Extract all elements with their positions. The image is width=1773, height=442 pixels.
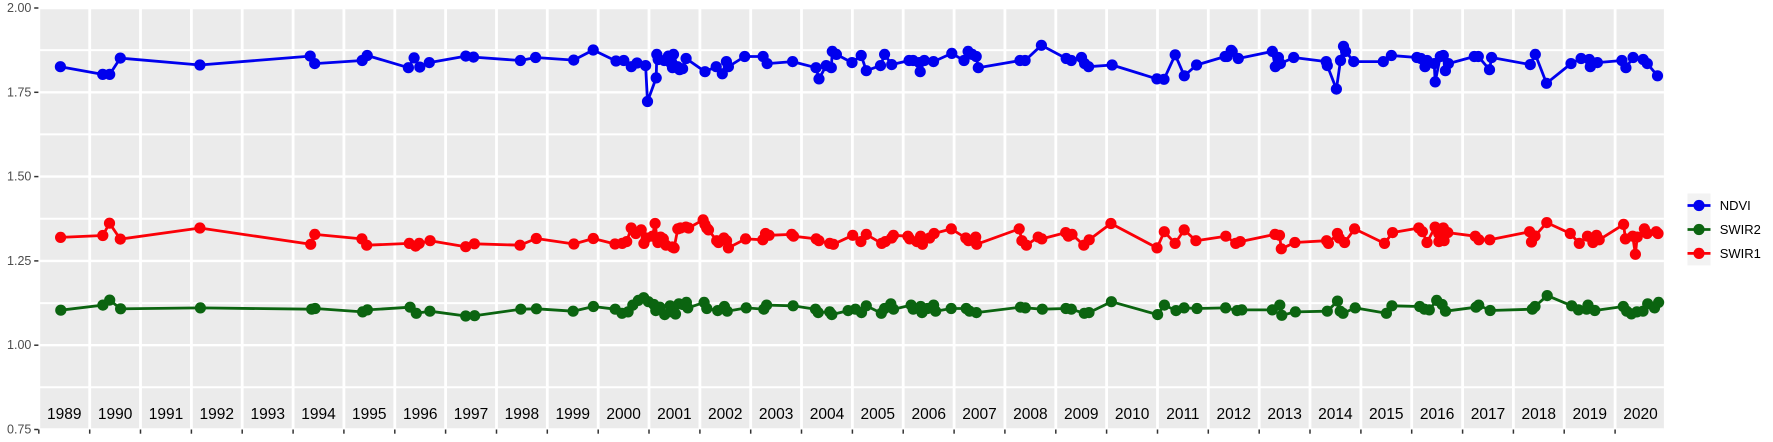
svg-text:2.00: 2.00 [7, 1, 31, 15]
svg-text:2002: 2002 [708, 406, 742, 423]
svg-text:1995: 1995 [352, 406, 386, 423]
svg-text:2005: 2005 [861, 406, 895, 423]
svg-text:2011: 2011 [1166, 406, 1199, 423]
svg-text:1997: 1997 [454, 406, 488, 423]
svg-text:1.75: 1.75 [7, 85, 31, 99]
svg-text:1.25: 1.25 [7, 254, 31, 268]
svg-text:2008: 2008 [1013, 406, 1047, 423]
svg-text:1990: 1990 [98, 406, 133, 423]
svg-text:2019: 2019 [1572, 406, 1606, 423]
svg-text:1.00: 1.00 [7, 338, 31, 352]
svg-text:2020: 2020 [1623, 406, 1658, 423]
svg-text:SWIR2: SWIR2 [1720, 222, 1761, 237]
svg-text:1993: 1993 [250, 406, 284, 423]
svg-text:NDVI: NDVI [1720, 198, 1751, 213]
svg-text:2016: 2016 [1420, 406, 1454, 423]
svg-text:2014: 2014 [1318, 406, 1353, 423]
svg-text:1996: 1996 [403, 406, 437, 423]
svg-text:1992: 1992 [200, 406, 234, 423]
svg-text:2006: 2006 [911, 406, 945, 423]
svg-text:2004: 2004 [810, 406, 845, 423]
svg-text:1.50: 1.50 [7, 170, 31, 184]
svg-text:2001: 2001 [657, 406, 691, 423]
svg-text:0.75: 0.75 [7, 423, 31, 437]
svg-text:2017: 2017 [1471, 406, 1505, 423]
svg-text:1999: 1999 [555, 406, 589, 423]
svg-text:2012: 2012 [1216, 406, 1250, 423]
svg-text:1991: 1991 [149, 406, 183, 423]
svg-text:1998: 1998 [505, 406, 539, 423]
svg-text:2000: 2000 [606, 406, 641, 423]
svg-text:2018: 2018 [1522, 406, 1556, 423]
svg-text:2007: 2007 [962, 406, 996, 423]
svg-text:2010: 2010 [1115, 406, 1150, 423]
svg-text:1989: 1989 [47, 406, 81, 423]
svg-text:1994: 1994 [301, 406, 336, 423]
svg-text:2009: 2009 [1064, 406, 1098, 423]
svg-text:2013: 2013 [1267, 406, 1301, 423]
svg-text:SWIR1: SWIR1 [1720, 246, 1761, 261]
svg-text:2015: 2015 [1369, 406, 1403, 423]
svg-text:2003: 2003 [759, 406, 793, 423]
